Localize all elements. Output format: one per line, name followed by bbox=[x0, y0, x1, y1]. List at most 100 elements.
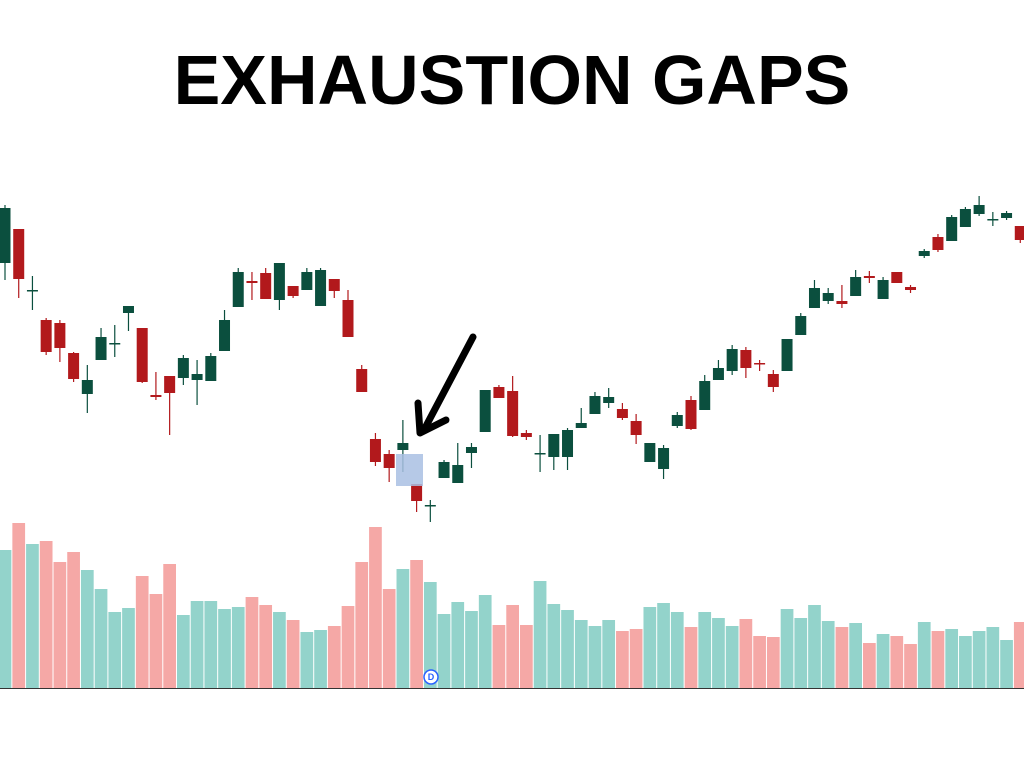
volume-bar bbox=[177, 615, 190, 688]
candle-body bbox=[0, 208, 11, 263]
candle-body bbox=[13, 229, 25, 279]
volume-bar bbox=[369, 527, 382, 688]
candle-body bbox=[863, 276, 875, 278]
candle-body bbox=[808, 288, 820, 308]
volume-bar bbox=[629, 629, 643, 688]
candle-body bbox=[671, 415, 683, 426]
candle-body bbox=[315, 270, 327, 306]
candle-body bbox=[932, 237, 944, 250]
candle-body bbox=[987, 219, 999, 221]
candle-body bbox=[383, 454, 395, 468]
volume-bar bbox=[1000, 640, 1013, 688]
volume-bar bbox=[602, 620, 616, 688]
marker-label: D bbox=[428, 672, 435, 682]
candle-body bbox=[177, 358, 189, 378]
volume-bar bbox=[478, 595, 492, 688]
volume-layer bbox=[0, 523, 1024, 688]
volume-bar bbox=[355, 562, 369, 688]
candle-body bbox=[81, 380, 93, 394]
volume-bar bbox=[39, 541, 53, 688]
volume-bar bbox=[670, 612, 684, 688]
candle-body bbox=[822, 293, 834, 301]
volume-bar bbox=[547, 604, 561, 688]
volume-bar bbox=[122, 608, 135, 688]
volume-bar bbox=[80, 570, 94, 688]
volume-bar bbox=[506, 605, 519, 688]
volume-bar bbox=[259, 605, 273, 688]
volume-bar bbox=[67, 552, 80, 688]
candle-body bbox=[726, 349, 738, 371]
arrow bbox=[414, 333, 477, 437]
volume-bar bbox=[423, 582, 437, 688]
volume-bar bbox=[739, 619, 753, 688]
candle-body bbox=[548, 434, 560, 457]
candle-body bbox=[575, 423, 587, 428]
candle-body bbox=[191, 374, 203, 380]
volume-bar bbox=[808, 605, 821, 688]
candle-body bbox=[589, 396, 601, 414]
volume-bar bbox=[492, 625, 506, 688]
volume-bar bbox=[766, 637, 780, 688]
volume-bar bbox=[94, 589, 108, 688]
candle-body bbox=[287, 286, 299, 296]
candle-body bbox=[95, 337, 107, 360]
candle-body bbox=[685, 400, 697, 429]
candle-body bbox=[479, 390, 491, 432]
candle-body bbox=[891, 272, 903, 283]
candle-body bbox=[26, 290, 38, 292]
candle-body bbox=[411, 484, 423, 501]
volume-bar bbox=[863, 643, 876, 688]
volume-bar bbox=[712, 618, 725, 688]
volume-bar bbox=[0, 550, 12, 688]
candle-body bbox=[109, 343, 121, 345]
volume-bar bbox=[904, 644, 917, 688]
candle-body bbox=[301, 272, 313, 290]
candle-body bbox=[520, 433, 532, 437]
candle-body bbox=[877, 280, 889, 299]
volume-bar bbox=[698, 612, 712, 688]
candle-body bbox=[40, 320, 52, 352]
candle-body bbox=[342, 300, 354, 337]
volume-bar bbox=[753, 636, 766, 688]
volume-bar bbox=[204, 601, 218, 688]
candle-body bbox=[328, 279, 340, 291]
candle-body bbox=[850, 277, 862, 296]
volume-bar bbox=[574, 620, 588, 688]
volume-bar bbox=[135, 576, 149, 688]
volume-bar bbox=[533, 581, 547, 688]
arrow-shaft bbox=[421, 333, 477, 432]
volume-bar bbox=[1013, 622, 1024, 688]
candle-body bbox=[54, 323, 66, 348]
candle-body bbox=[740, 350, 752, 368]
candle-body bbox=[644, 443, 656, 462]
candle-body bbox=[219, 320, 231, 351]
volume-bar bbox=[437, 614, 451, 688]
candle-body bbox=[260, 273, 272, 299]
candle-body bbox=[946, 217, 958, 241]
gap-highlight bbox=[396, 454, 423, 486]
volume-bar bbox=[108, 612, 122, 688]
marker-circle bbox=[423, 669, 439, 685]
candle-body bbox=[658, 448, 670, 469]
candle-body bbox=[616, 409, 628, 418]
candle-body bbox=[150, 395, 162, 397]
candle-body bbox=[424, 505, 436, 507]
volume-bar bbox=[327, 626, 341, 688]
candle-body bbox=[973, 205, 985, 214]
candle-body bbox=[507, 391, 519, 436]
volume-bar bbox=[190, 601, 204, 688]
candle-body bbox=[273, 263, 285, 300]
event-marker: D bbox=[423, 669, 439, 685]
arrow-head bbox=[414, 399, 450, 437]
candle-body bbox=[699, 381, 711, 410]
candle-body bbox=[246, 281, 258, 283]
candle-body bbox=[918, 251, 930, 256]
volume-bar bbox=[945, 629, 959, 688]
volume-bar bbox=[561, 610, 574, 688]
candle-body bbox=[68, 353, 80, 379]
volume-bar bbox=[821, 621, 835, 688]
candle-body bbox=[493, 387, 505, 398]
candle-body bbox=[232, 272, 244, 307]
candle-body bbox=[534, 453, 546, 455]
